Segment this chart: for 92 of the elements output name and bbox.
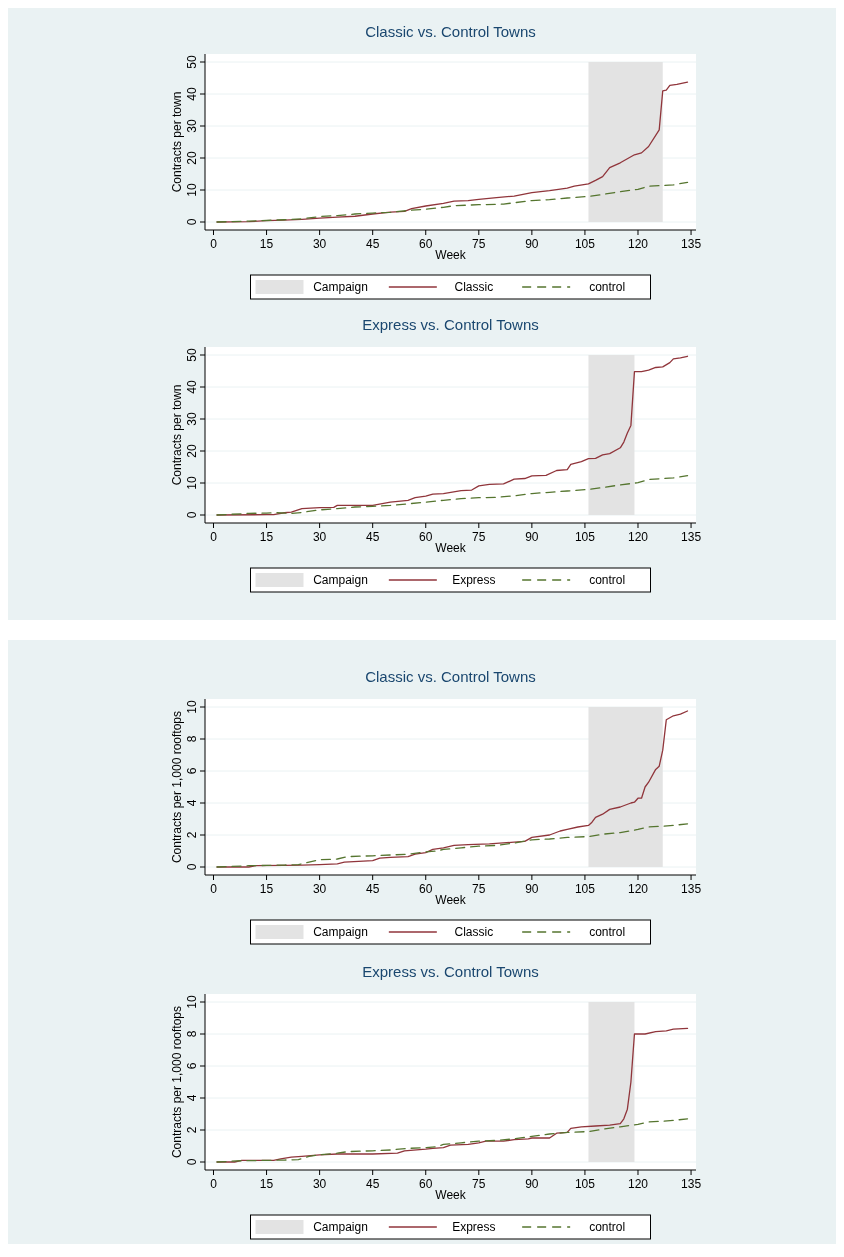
y-tick-label: 0: [185, 218, 199, 226]
x-tick-label: 105: [574, 530, 596, 544]
legend-label: Campaign: [313, 280, 368, 294]
legend-label: Campaign: [313, 925, 368, 939]
x-tick-label: 0: [210, 882, 218, 896]
y-tick-label: 10: [185, 183, 199, 197]
y-tick-label: 4: [185, 1094, 199, 1102]
y-tick-label: 50: [185, 348, 199, 362]
x-tick-label: 0: [210, 530, 218, 544]
x-tick-label: 30: [312, 882, 327, 896]
line-series: [216, 1118, 689, 1163]
y-tick-label: 20: [185, 151, 199, 165]
legend-label: Campaign: [313, 573, 368, 587]
line-series: [216, 474, 689, 516]
x-tick-label: 60: [419, 882, 433, 896]
y-tick-label: 30: [185, 412, 199, 426]
y-axis-title: Contracts per 1,000 rooftops: [170, 710, 184, 864]
y-tick-label: 50: [185, 55, 199, 69]
y-tick-label: 0: [185, 863, 199, 871]
x-tick-label: 105: [574, 882, 596, 896]
x-axis-title: Week: [435, 541, 467, 555]
y-tick-label: 4: [185, 799, 199, 807]
x-tick-label: 105: [574, 1177, 596, 1191]
legend-label: control: [589, 1220, 626, 1234]
legend-label: Express: [452, 573, 496, 587]
y-tick-label: 10: [185, 476, 199, 490]
x-tick-label: 135: [681, 1177, 702, 1191]
x-tick-label: 45: [366, 237, 380, 251]
x-tick-label: 60: [419, 237, 433, 251]
legend-label: control: [589, 573, 626, 587]
x-axis-title: Week: [435, 893, 467, 907]
x-tick-label: 120: [627, 882, 649, 896]
chart-title: Classic vs. Control Towns: [365, 668, 536, 685]
y-tick-label: 10: [185, 995, 199, 1009]
y-tick-label: 8: [185, 1030, 199, 1038]
x-tick-label: 15: [259, 237, 274, 251]
y-tick-label: 2: [185, 831, 199, 839]
x-tick-label: 90: [525, 530, 539, 544]
y-tick-label: 0: [185, 1158, 199, 1166]
legend-label: Campaign: [313, 1220, 368, 1234]
y-tick-label: 30: [185, 119, 199, 133]
x-tick-label: 30: [312, 530, 327, 544]
x-axis-title: Week: [435, 1188, 467, 1202]
x-tick-label: 90: [525, 1177, 539, 1191]
y-tick-label: 6: [185, 1062, 199, 1070]
x-tick-label: 60: [419, 1177, 433, 1191]
x-tick-label: 75: [472, 237, 486, 251]
y-tick-label: 40: [185, 87, 199, 101]
x-tick-label: 15: [259, 882, 274, 896]
x-tick-label: 90: [525, 237, 539, 251]
chart-title: Express vs. Control Towns: [362, 316, 539, 333]
y-tick-label: 10: [185, 700, 199, 714]
y-tick-label: 2: [185, 1126, 199, 1134]
legend-label: Classic: [454, 280, 494, 294]
y-axis-title: Contracts per town: [170, 384, 184, 486]
x-tick-label: 75: [472, 882, 486, 896]
x-tick-label: 75: [472, 530, 486, 544]
y-axis-title: Contracts per 1,000 rooftops: [170, 1005, 184, 1159]
x-tick-label: 135: [681, 237, 702, 251]
x-tick-label: 30: [312, 237, 327, 251]
y-tick-label: 8: [185, 735, 199, 743]
x-tick-label: 45: [366, 530, 380, 544]
y-tick-label: 20: [185, 444, 199, 458]
legend-label: control: [589, 280, 626, 294]
x-tick-label: 75: [472, 1177, 486, 1191]
y-tick-label: 6: [185, 767, 199, 775]
x-tick-label: 0: [210, 1177, 218, 1191]
x-tick-label: 105: [574, 237, 596, 251]
y-tick-label: 40: [185, 380, 199, 394]
legend-label: control: [589, 925, 626, 939]
y-axis-title: Contracts per town: [170, 91, 184, 193]
x-tick-label: 135: [681, 882, 702, 896]
x-tick-label: 120: [627, 1177, 649, 1191]
x-tick-label: 60: [419, 530, 433, 544]
x-tick-label: 90: [525, 882, 539, 896]
chart-title: Express vs. Control Towns: [362, 963, 539, 980]
x-tick-label: 45: [366, 882, 380, 896]
line-series: [216, 823, 689, 868]
x-tick-label: 30: [312, 1177, 327, 1191]
x-tick-label: 15: [259, 530, 274, 544]
x-tick-label: 120: [627, 530, 649, 544]
x-axis-title: Week: [435, 248, 467, 262]
x-tick-label: 45: [366, 1177, 380, 1191]
legend-label: Express: [452, 1220, 496, 1234]
legend-label: Classic: [454, 925, 494, 939]
y-tick-label: 0: [185, 511, 199, 519]
x-tick-label: 135: [681, 530, 702, 544]
chart-title: Classic vs. Control Towns: [365, 23, 536, 40]
x-tick-label: 120: [627, 237, 649, 251]
line-series: [216, 181, 689, 223]
x-tick-label: 0: [210, 237, 218, 251]
x-tick-label: 15: [259, 1177, 274, 1191]
